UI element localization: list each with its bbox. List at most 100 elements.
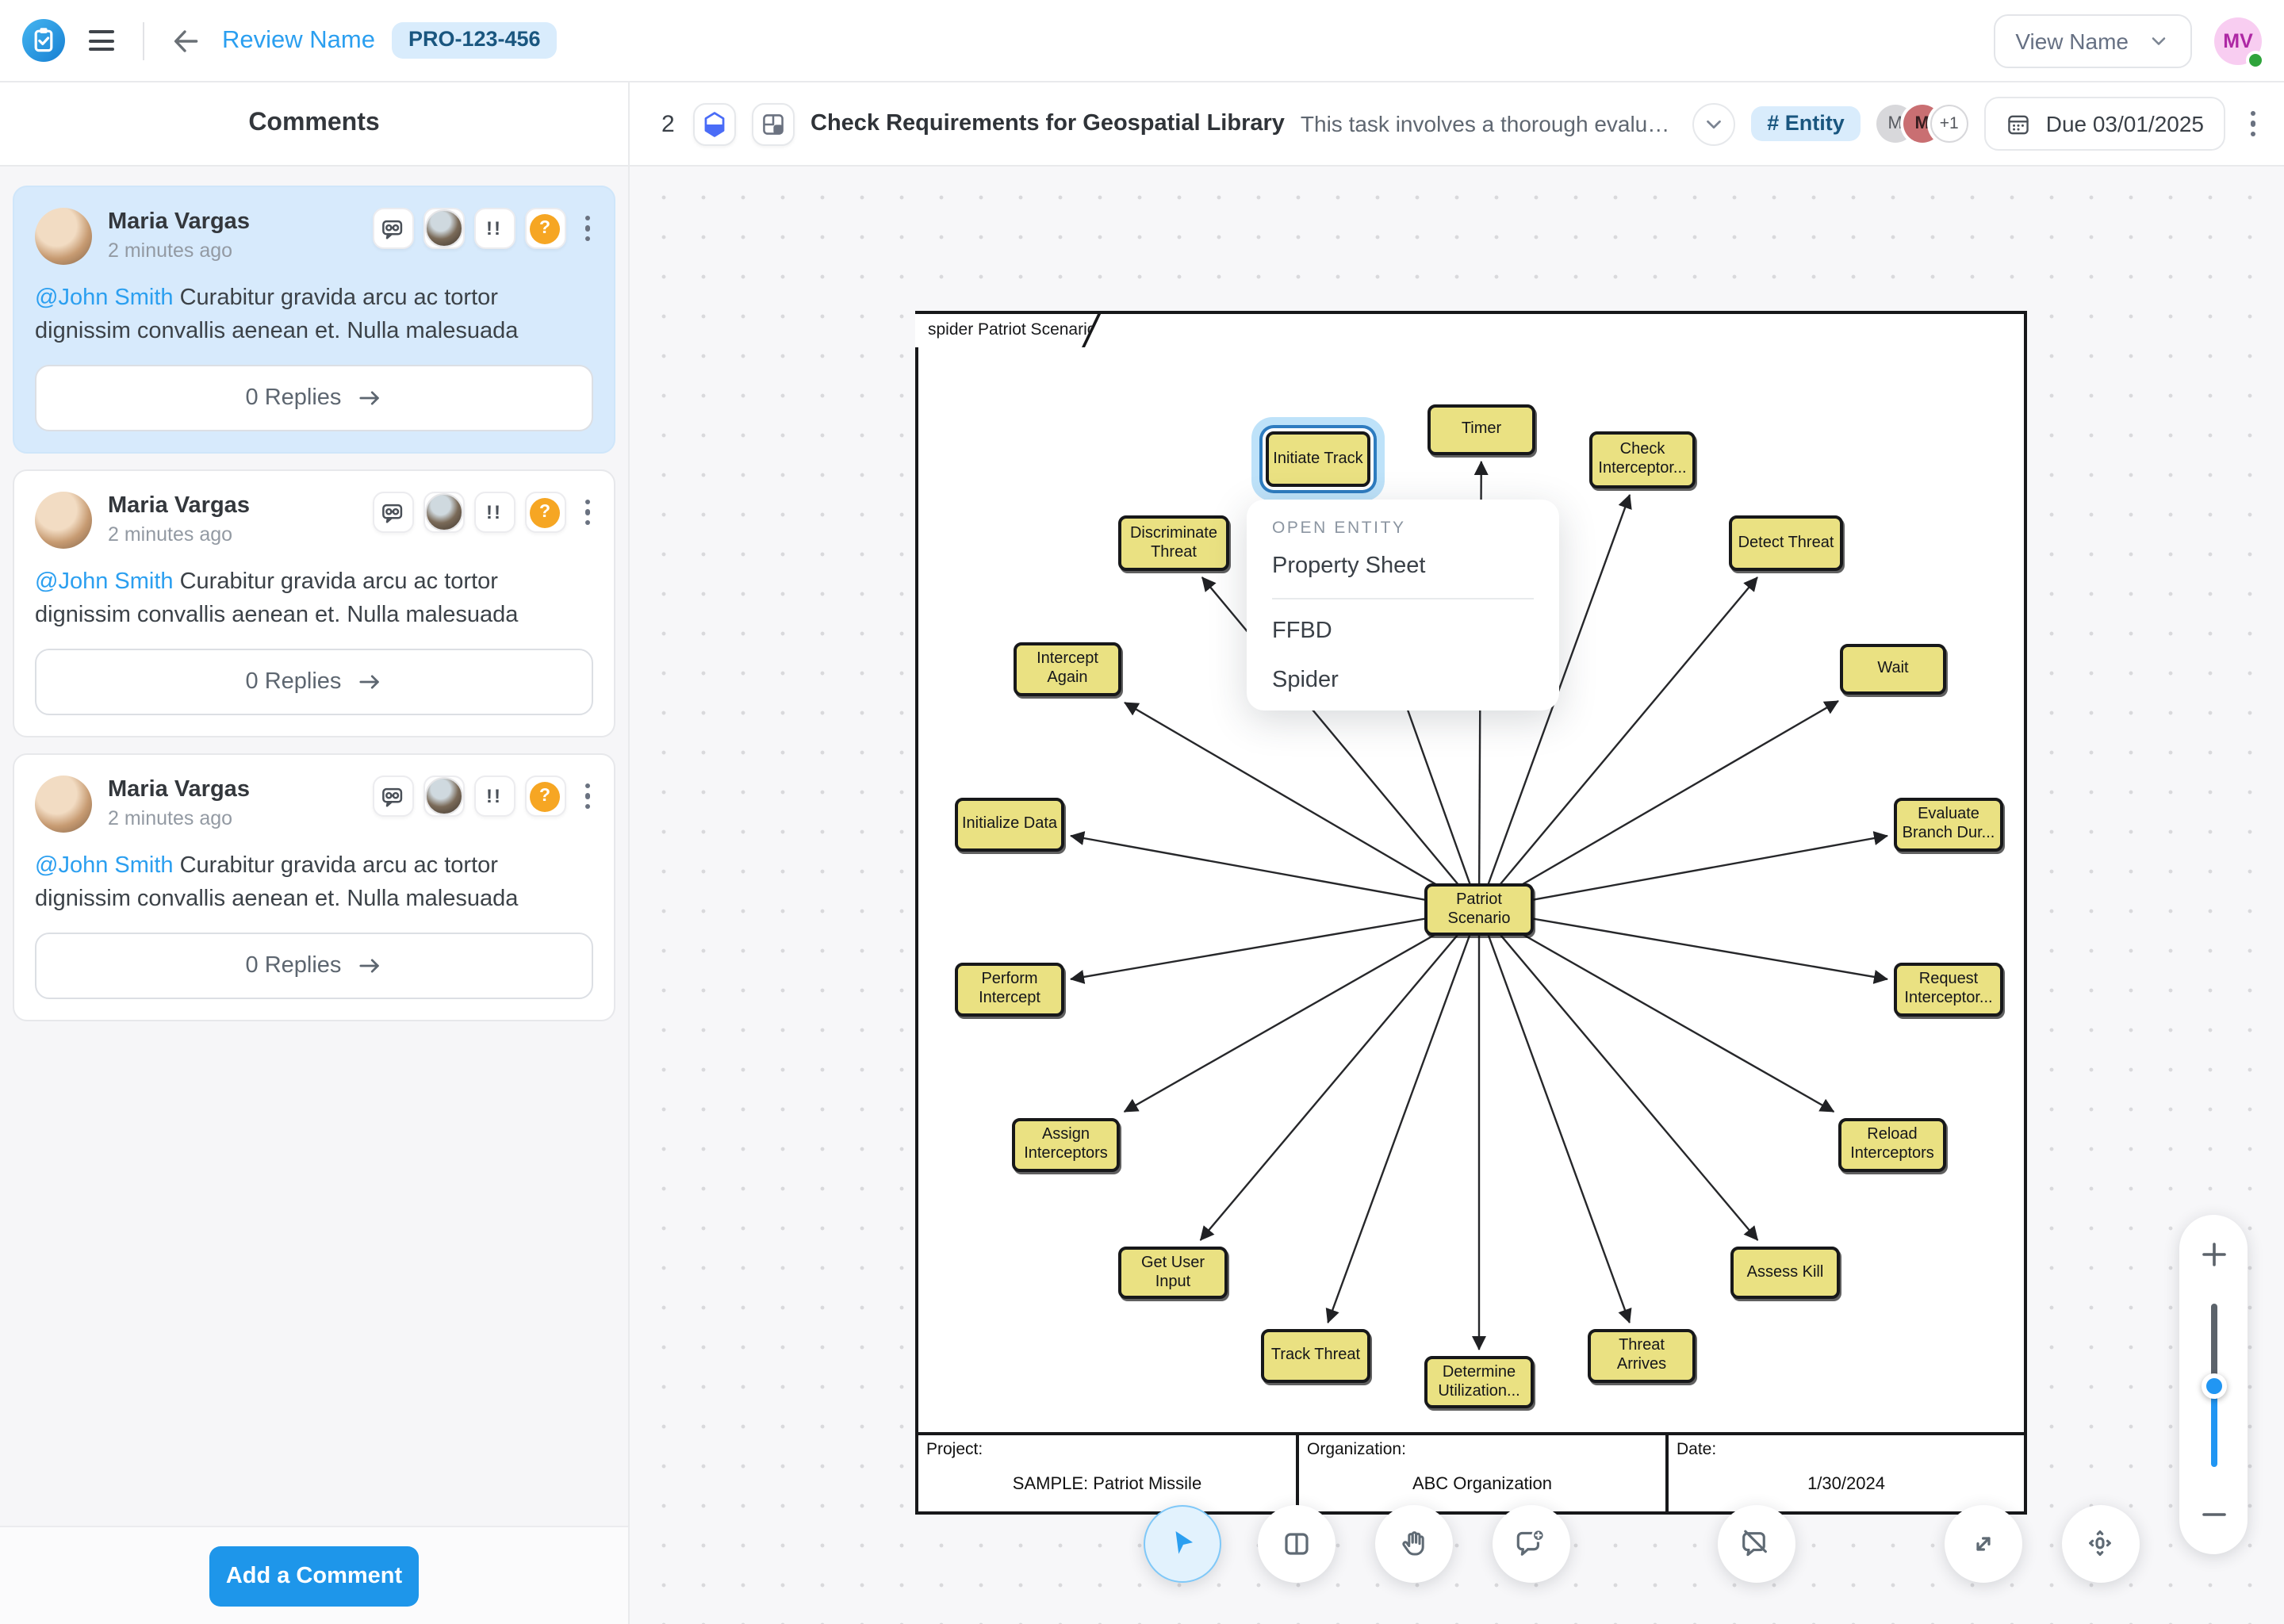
diagram-node[interactable]: Initiate Track — [1266, 431, 1370, 487]
diagram-node[interactable]: Evaluate Branch Dur... — [1894, 798, 2003, 852]
diagram-node[interactable]: Detect Threat — [1729, 515, 1843, 571]
priority-button[interactable]: !! — [473, 776, 515, 817]
diagram-node[interactable]: Check Interceptor... — [1589, 431, 1696, 488]
project-id-badge: PRO-123-456 — [392, 22, 557, 59]
diagram-center-node[interactable]: Patriot Scenario — [1424, 883, 1534, 936]
due-date-button[interactable]: Due 03/01/2025 — [1983, 97, 2225, 151]
comment-card[interactable]: Maria Vargas 2 minutes ago — [13, 469, 615, 737]
hand-tool-button[interactable] — [1374, 1504, 1452, 1582]
avatar-initials: MV — [2223, 29, 2253, 52]
diagram-node[interactable]: Discriminate Threat — [1118, 515, 1229, 571]
comment-kebab-menu[interactable] — [581, 213, 593, 245]
comment-link-icon — [382, 219, 403, 239]
mention-link[interactable]: @John Smith — [35, 569, 174, 595]
comment-link-button[interactable] — [372, 492, 413, 533]
context-menu-header: OPEN ENTITY — [1272, 519, 1406, 538]
comment-add-icon — [1516, 1528, 1546, 1556]
priority-button[interactable]: !! — [473, 208, 515, 249]
diagram-node[interactable]: Assess Kill — [1730, 1247, 1840, 1299]
diagram-tab: spider Patriot Scenario — [915, 311, 1102, 347]
assignee-avatar-stack[interactable]: M M +1 — [1876, 105, 1968, 143]
commenter-name: Maria Vargas — [108, 493, 250, 519]
menu-divider — [1272, 598, 1534, 599]
contrast-hexagon-button[interactable] — [693, 102, 736, 145]
review-name-link[interactable]: Review Name — [222, 26, 375, 53]
diagram-node[interactable]: Intercept Again — [1014, 642, 1121, 696]
hide-comments-button[interactable] — [1717, 1504, 1795, 1582]
split-panel-icon — [1284, 1532, 1308, 1554]
status-button[interactable]: ? — [524, 208, 565, 249]
comment-link-icon — [382, 503, 403, 523]
diagram-node[interactable]: Determine Utilization... — [1424, 1356, 1534, 1408]
plus-icon — [2202, 1243, 2225, 1266]
replies-button[interactable]: 0 Replies — [35, 649, 593, 715]
zoom-slider-track[interactable] — [2210, 1304, 2217, 1386]
add-comment-tool-button[interactable] — [1492, 1504, 1569, 1582]
comment-link-button[interactable] — [372, 208, 413, 249]
view-name-dropdown[interactable]: View Name — [1993, 13, 2192, 67]
hamburger-menu-icon[interactable] — [82, 24, 121, 57]
mention-link[interactable]: @John Smith — [35, 285, 174, 311]
replies-label: 0 Replies — [245, 669, 342, 695]
project-value: SAMPLE: Patriot Missile — [1012, 1475, 1202, 1494]
diagram-node[interactable]: Reload Interceptors — [1838, 1118, 1946, 1172]
comment-kebab-menu[interactable] — [581, 496, 593, 529]
menu-item-ffbd[interactable]: FFBD — [1272, 619, 1332, 644]
diagram-node[interactable]: Wait — [1840, 644, 1946, 695]
comment-kebab-menu[interactable] — [581, 780, 593, 813]
pan-mode-button[interactable] — [2061, 1504, 2139, 1582]
grid-layout-button[interactable] — [752, 102, 795, 145]
replies-button[interactable]: 0 Replies — [35, 933, 593, 999]
comment-body: @John Smith Curabitur gravida arcu ac to… — [35, 853, 519, 912]
expand-task-button[interactable] — [1692, 102, 1736, 145]
top-bar: Review Name PRO-123-456 View Name MV — [0, 0, 2284, 82]
add-comment-button[interactable]: Add a Comment — [209, 1545, 419, 1606]
assignee-avatar-button[interactable] — [423, 208, 464, 249]
due-date-label: Due 03/01/2025 — [2045, 111, 2204, 136]
mention-link[interactable]: @John Smith — [35, 853, 174, 879]
diagram-node[interactable]: Request Interceptor... — [1894, 963, 2003, 1017]
diagram-node[interactable]: Timer — [1428, 404, 1535, 455]
comment-timestamp: 2 minutes ago — [108, 807, 233, 829]
commenter-name: Maria Vargas — [108, 209, 250, 235]
back-arrow-icon[interactable] — [167, 21, 205, 59]
contrast-hexagon-icon — [704, 111, 725, 136]
comment-card[interactable]: Maria Vargas 2 minutes ago — [13, 753, 615, 1021]
assignee-avatar-button[interactable] — [423, 776, 464, 817]
priority-button[interactable]: !! — [473, 492, 515, 533]
status-button[interactable]: ? — [524, 492, 565, 533]
entity-tag-badge[interactable]: # Entity — [1751, 105, 1861, 142]
date-value: 1/30/2024 — [1807, 1475, 1885, 1494]
comment-link-button[interactable] — [372, 776, 413, 817]
diagram-footer-table: Project: SAMPLE: Patriot Missile Organiz… — [918, 1432, 2024, 1511]
diagram-node[interactable]: Perform Intercept — [955, 963, 1064, 1017]
menu-item-property-sheet[interactable]: Property Sheet — [1272, 553, 1426, 579]
diagram-node[interactable]: Initialize Data — [955, 798, 1064, 852]
zoom-slider-thumb[interactable] — [2201, 1373, 2226, 1399]
user-avatar[interactable]: MV — [2214, 17, 2265, 69]
diagram-node[interactable]: Threat Arrives — [1588, 1329, 1696, 1383]
diagram-node[interactable]: Track Threat — [1261, 1329, 1370, 1383]
diagram-canvas[interactable]: spider Patriot Scenario Project: SAMPLE:… — [630, 167, 2284, 1624]
comment-link-icon — [382, 787, 403, 806]
pan-icon — [2089, 1530, 2111, 1557]
select-tool-button[interactable] — [1143, 1504, 1221, 1582]
replies-button[interactable]: 0 Replies — [35, 365, 593, 431]
fullscreen-button[interactable] — [1944, 1504, 2021, 1582]
zoom-in-button[interactable] — [2179, 1234, 2248, 1275]
avatar-overflow: +1 — [1930, 105, 1968, 143]
app-logo-icon[interactable] — [22, 19, 65, 62]
question-status-icon: ? — [530, 213, 560, 243]
split-panel-button[interactable] — [1257, 1504, 1335, 1582]
comments-title: Comments — [248, 109, 380, 136]
menu-item-spider[interactable]: Spider — [1272, 668, 1339, 693]
comment-card[interactable]: Maria Vargas 2 minutes ago — [13, 186, 615, 454]
task-kebab-menu[interactable] — [2247, 108, 2259, 140]
zoom-out-button[interactable] — [2179, 1494, 2248, 1535]
assignee-avatar-button[interactable] — [423, 492, 464, 533]
status-button[interactable]: ? — [524, 776, 565, 817]
footer-date-cell: Date: 1/30/2024 — [1669, 1435, 2024, 1511]
diagram-node[interactable]: Get User Input — [1118, 1247, 1228, 1299]
zoom-slider-fill[interactable] — [2210, 1386, 2217, 1467]
diagram-node[interactable]: Assign Interceptors — [1012, 1118, 1120, 1172]
